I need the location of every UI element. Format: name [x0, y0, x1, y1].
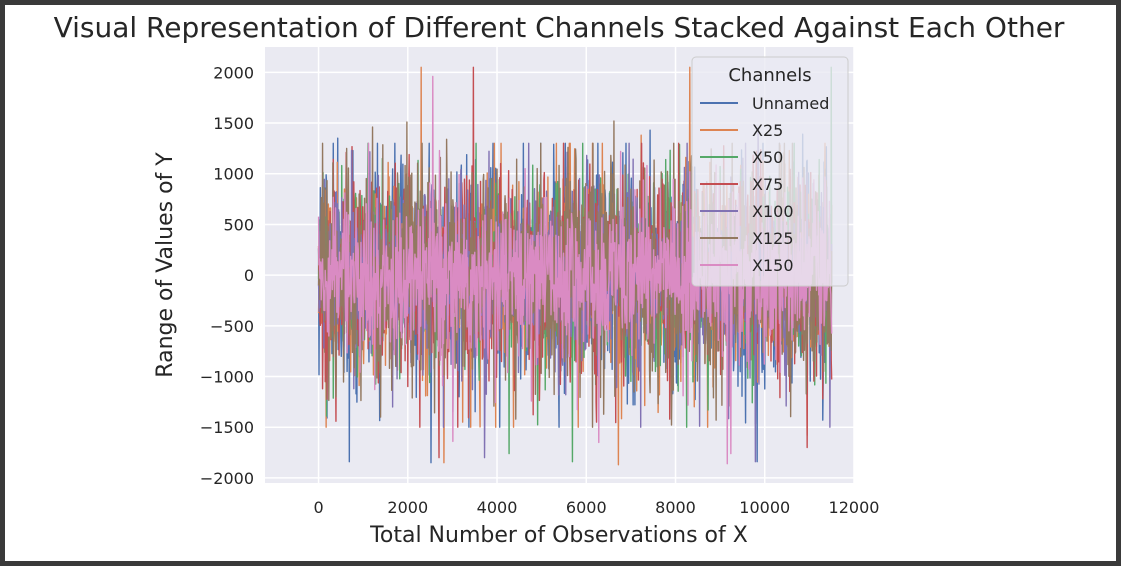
x-tick-label: 8000: [655, 498, 696, 517]
legend-label: X50: [752, 148, 783, 167]
x-tick-label: 4000: [477, 498, 518, 517]
y-axis-label: Range of Values of Y: [153, 152, 178, 378]
legend-label: X75: [752, 175, 783, 194]
legend-label: Unnamed: [752, 94, 829, 113]
chart-title: Visual Representation of Different Chann…: [54, 11, 1065, 44]
x-tick-label: 0: [313, 498, 323, 517]
y-tick-label: −500: [210, 317, 254, 336]
y-tick-label: 0: [244, 266, 254, 285]
y-tick-label: −1000: [200, 368, 254, 387]
y-tick-label: 500: [223, 215, 254, 234]
y-axis-ticks: −2000 −1500 −1000 −500 0 500 1000 1500 2000: [200, 63, 254, 488]
x-axis-ticks: 0 2000 4000 6000 8000 10000 12000: [313, 498, 879, 517]
x-tick-label: 10000: [739, 498, 790, 517]
legend-box: [691, 56, 849, 287]
legend-label: X25: [752, 121, 783, 140]
legend-label: X100: [752, 202, 794, 221]
y-tick-label: 1500: [213, 114, 254, 133]
legend-label: X150: [752, 256, 794, 275]
y-tick-label: −1500: [200, 418, 254, 437]
y-tick-label: 2000: [213, 63, 254, 82]
x-tick-label: 12000: [829, 498, 880, 517]
y-tick-label: 1000: [213, 165, 254, 184]
x-axis-label: Total Number of Observations of X: [369, 523, 748, 548]
legend-label: X125: [752, 229, 794, 248]
legend-title: Channels: [728, 65, 811, 86]
x-tick-label: 6000: [566, 498, 607, 517]
x-tick-label: 2000: [387, 498, 428, 517]
legend: Channels Unnamed X25 X50 X75 X100 X125 X150: [691, 56, 849, 287]
y-tick-label: −2000: [200, 469, 254, 488]
